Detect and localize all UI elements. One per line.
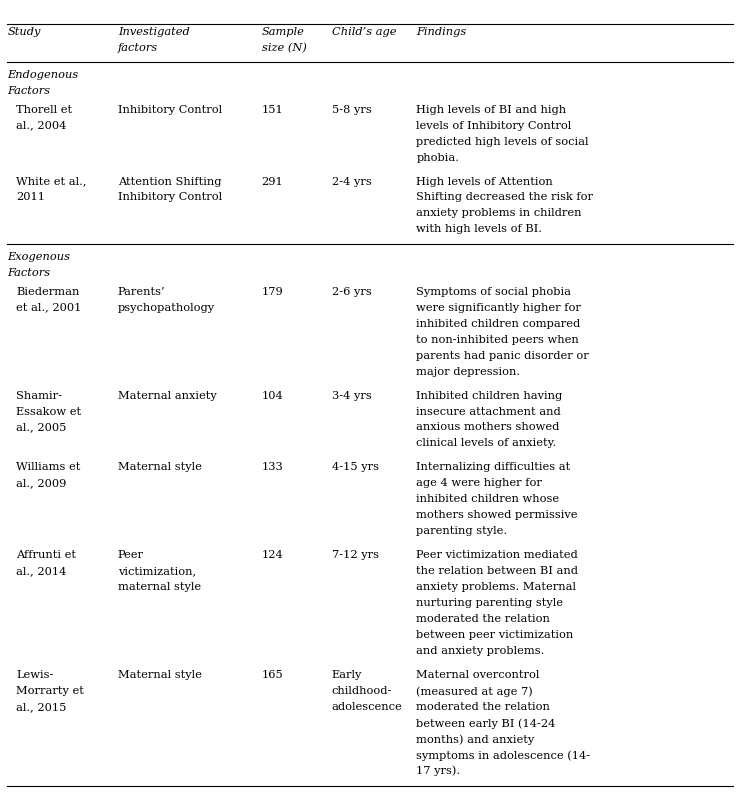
- Text: Inhibitory Control: Inhibitory Control: [118, 105, 222, 114]
- Text: 2-6 yrs: 2-6 yrs: [332, 287, 371, 296]
- Text: Inhibited children having: Inhibited children having: [416, 391, 562, 400]
- Text: Maternal style: Maternal style: [118, 463, 202, 472]
- Text: Investigated: Investigated: [118, 27, 189, 38]
- Text: Biederman: Biederman: [16, 287, 80, 296]
- Text: Child’s age: Child’s age: [332, 27, 397, 38]
- Text: Sample: Sample: [262, 27, 304, 38]
- Text: Study: Study: [7, 27, 41, 38]
- Text: to non-inhibited peers when: to non-inhibited peers when: [416, 335, 579, 344]
- Text: levels of Inhibitory Control: levels of Inhibitory Control: [416, 121, 572, 130]
- Text: childhood-: childhood-: [332, 686, 392, 696]
- Text: Inhibitory Control: Inhibitory Control: [118, 193, 222, 202]
- Text: Maternal anxiety: Maternal anxiety: [118, 391, 217, 400]
- Text: et al., 2001: et al., 2001: [16, 303, 82, 312]
- Text: al., 2009: al., 2009: [16, 479, 66, 488]
- Text: 3-4 yrs: 3-4 yrs: [332, 391, 371, 400]
- Text: Factors: Factors: [7, 268, 51, 278]
- Text: al., 2014: al., 2014: [16, 566, 66, 576]
- Text: Findings: Findings: [416, 27, 467, 38]
- Text: High levels of BI and high: High levels of BI and high: [416, 105, 567, 114]
- Text: Internalizing difficulties at: Internalizing difficulties at: [416, 463, 570, 472]
- Text: 2011: 2011: [16, 193, 45, 202]
- Text: al., 2005: al., 2005: [16, 423, 66, 432]
- Text: clinical levels of anxiety.: clinical levels of anxiety.: [416, 439, 556, 448]
- Text: 151: 151: [262, 105, 284, 114]
- Text: age 4 were higher for: age 4 were higher for: [416, 479, 542, 488]
- Text: Shifting decreased the risk for: Shifting decreased the risk for: [416, 193, 593, 202]
- Text: victimization,: victimization,: [118, 566, 196, 576]
- Text: psychopathology: psychopathology: [118, 303, 215, 312]
- Text: major depression.: major depression.: [416, 367, 520, 376]
- Text: symptoms in adolescence (14-: symptoms in adolescence (14-: [416, 750, 590, 761]
- Text: the relation between BI and: the relation between BI and: [416, 566, 579, 576]
- Text: Essakow et: Essakow et: [16, 407, 81, 416]
- Text: 7-12 yrs: 7-12 yrs: [332, 551, 379, 560]
- Text: Shamir-: Shamir-: [16, 391, 62, 400]
- Text: Attention Shifting: Attention Shifting: [118, 177, 221, 186]
- Text: insecure attachment and: insecure attachment and: [416, 407, 561, 416]
- Text: Morrarty et: Morrarty et: [16, 686, 84, 696]
- Text: Lewis-: Lewis-: [16, 670, 54, 680]
- Text: phobia.: phobia.: [416, 153, 459, 162]
- Text: between early BI (14-24: between early BI (14-24: [416, 718, 556, 729]
- Text: maternal style: maternal style: [118, 582, 201, 592]
- Text: Thorell et: Thorell et: [16, 105, 72, 114]
- Text: 104: 104: [262, 391, 284, 400]
- Text: Affrunti et: Affrunti et: [16, 551, 76, 560]
- Text: 179: 179: [262, 287, 284, 296]
- Text: High levels of Attention: High levels of Attention: [416, 177, 553, 186]
- Text: moderated the relation: moderated the relation: [416, 614, 551, 624]
- Text: 17 yrs).: 17 yrs).: [416, 766, 461, 777]
- Text: parents had panic disorder or: parents had panic disorder or: [416, 351, 589, 360]
- Text: mothers showed permissive: mothers showed permissive: [416, 511, 578, 520]
- Text: adolescence: adolescence: [332, 702, 402, 712]
- Text: Parents’: Parents’: [118, 287, 166, 296]
- Text: 124: 124: [262, 551, 284, 560]
- Text: 2-4 yrs: 2-4 yrs: [332, 177, 371, 186]
- Text: Peer: Peer: [118, 551, 144, 560]
- Text: Factors: Factors: [7, 86, 51, 96]
- Text: moderated the relation: moderated the relation: [416, 702, 551, 712]
- Text: 133: 133: [262, 463, 284, 472]
- Text: with high levels of BI.: with high levels of BI.: [416, 225, 542, 234]
- Text: Maternal style: Maternal style: [118, 670, 202, 680]
- Text: Symptoms of social phobia: Symptoms of social phobia: [416, 287, 571, 296]
- Text: factors: factors: [118, 43, 158, 54]
- Text: Early: Early: [332, 670, 362, 680]
- Text: 291: 291: [262, 177, 284, 186]
- Text: 165: 165: [262, 670, 284, 680]
- Text: size (N): size (N): [262, 43, 307, 54]
- Text: were significantly higher for: were significantly higher for: [416, 303, 581, 312]
- Text: 4-15 yrs: 4-15 yrs: [332, 463, 379, 472]
- Text: Exogenous: Exogenous: [7, 252, 70, 262]
- Text: inhibited children compared: inhibited children compared: [416, 319, 581, 328]
- Text: between peer victimization: between peer victimization: [416, 630, 573, 640]
- Text: Endogenous: Endogenous: [7, 70, 79, 80]
- Text: months) and anxiety: months) and anxiety: [416, 734, 534, 745]
- Text: and anxiety problems.: and anxiety problems.: [416, 646, 545, 656]
- Text: nurturing parenting style: nurturing parenting style: [416, 598, 563, 608]
- Text: inhibited children whose: inhibited children whose: [416, 495, 559, 504]
- Text: anxiety problems. Maternal: anxiety problems. Maternal: [416, 582, 576, 592]
- Text: anxious mothers showed: anxious mothers showed: [416, 423, 560, 432]
- Text: anxiety problems in children: anxiety problems in children: [416, 209, 582, 218]
- Text: predicted high levels of social: predicted high levels of social: [416, 137, 589, 146]
- Text: al., 2004: al., 2004: [16, 121, 66, 130]
- Text: White et al.,: White et al.,: [16, 177, 87, 186]
- Text: 5-8 yrs: 5-8 yrs: [332, 105, 371, 114]
- Text: parenting style.: parenting style.: [416, 527, 508, 536]
- Text: (measured at age 7): (measured at age 7): [416, 686, 533, 697]
- Text: Peer victimization mediated: Peer victimization mediated: [416, 551, 578, 560]
- Text: Williams et: Williams et: [16, 463, 80, 472]
- Text: al., 2015: al., 2015: [16, 702, 66, 712]
- Text: Maternal overcontrol: Maternal overcontrol: [416, 670, 539, 680]
